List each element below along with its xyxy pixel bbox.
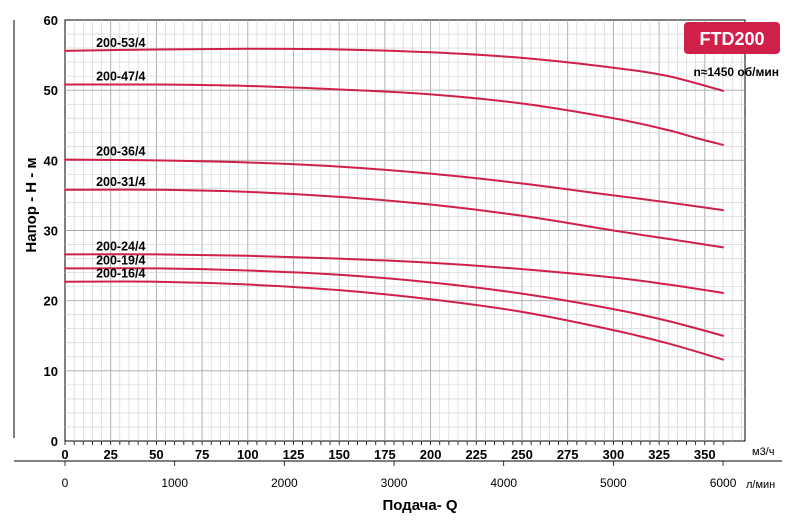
x-tick-label: 150: [328, 447, 350, 462]
x-tick-label: 350: [694, 447, 716, 462]
series-line-200-47-4: [64, 83, 725, 146]
x-tick-labels: 0 25 50 75 100 125 150 175 200 225 250 275 300 325 350: [61, 447, 715, 462]
x-tick-label-secondary: 3000: [381, 476, 408, 490]
x-tick-label: 250: [511, 447, 533, 462]
axes: [13, 20, 782, 466]
x-tick-label: 300: [603, 447, 625, 462]
x-unit-primary: м3/ч: [752, 446, 774, 458]
series-label: 200-36/4: [96, 145, 145, 159]
x-tick-label: 275: [557, 447, 579, 462]
model-badge: FTD200: [684, 22, 780, 54]
y-tick-label: 40: [44, 153, 58, 168]
series-label: 200-47/4: [96, 70, 145, 84]
y-axis-title: Напор - H - м: [23, 157, 40, 252]
series-line-200-36-4: [64, 158, 725, 212]
x-tick-label-secondary: 5000: [600, 476, 627, 490]
series-line-200-31-4: [64, 188, 725, 249]
x-tick-label: 0: [61, 447, 68, 462]
x-tick-label: 200: [420, 447, 442, 462]
x-tick-label: 75: [195, 447, 209, 462]
x-tick-label: 125: [283, 447, 305, 462]
series-label: 200-31/4: [96, 175, 145, 189]
y-tick-label: 30: [44, 224, 58, 239]
y-tick-label: 0: [51, 434, 58, 449]
series-line-200-53-4: [64, 47, 725, 92]
series-label: 200-53/4: [96, 36, 145, 50]
series-lines: [64, 47, 725, 361]
series-label: 200-24/4: [96, 239, 145, 253]
y-tick-label: 20: [44, 294, 58, 309]
x-tick-label-secondary: 1000: [161, 476, 188, 490]
x-tick-label: 175: [374, 447, 396, 462]
model-badge-text: FTD200: [699, 29, 764, 49]
x-tick-label: 100: [237, 447, 259, 462]
x-tick-label: 50: [149, 447, 163, 462]
series-line-200-24-4: [64, 253, 725, 294]
x-tick-label-secondary: 0: [62, 476, 69, 490]
x-tick-label: 25: [103, 447, 117, 462]
x-tick-label-secondary: 2000: [271, 476, 298, 490]
x-unit-secondary: л/мин: [746, 479, 775, 491]
x-tick-label-secondary: 4000: [490, 476, 517, 490]
y-tick-label: 60: [44, 13, 58, 28]
x-axis-title: Подача- Q: [382, 497, 457, 514]
series-label: 200-16/4: [96, 267, 145, 281]
model-badge-bg: [684, 22, 780, 54]
y-tick-labels: 0 10 20 30 40 50 60: [44, 13, 58, 449]
x-tick-label: 225: [465, 447, 487, 462]
series-line-200-19-4: [64, 267, 725, 337]
x-tick-label-secondary: 6000: [710, 476, 737, 490]
series-line-200-16-4: [64, 280, 725, 361]
series-label: 200-19/4: [96, 253, 145, 267]
grid: [64, 19, 746, 442]
x-tick-label: 325: [648, 447, 670, 462]
x-tick-labels-secondary: 0 1000 2000 3000 4000 5000 6000: [62, 476, 737, 490]
y-tick-label: 10: [44, 364, 58, 379]
speed-note: n≈1450 об/мин: [693, 65, 779, 79]
y-tick-label: 50: [44, 83, 58, 98]
series-labels: 200-53/4 200-47/4 200-36/4 200-31/4 200-24/4…: [96, 36, 145, 281]
